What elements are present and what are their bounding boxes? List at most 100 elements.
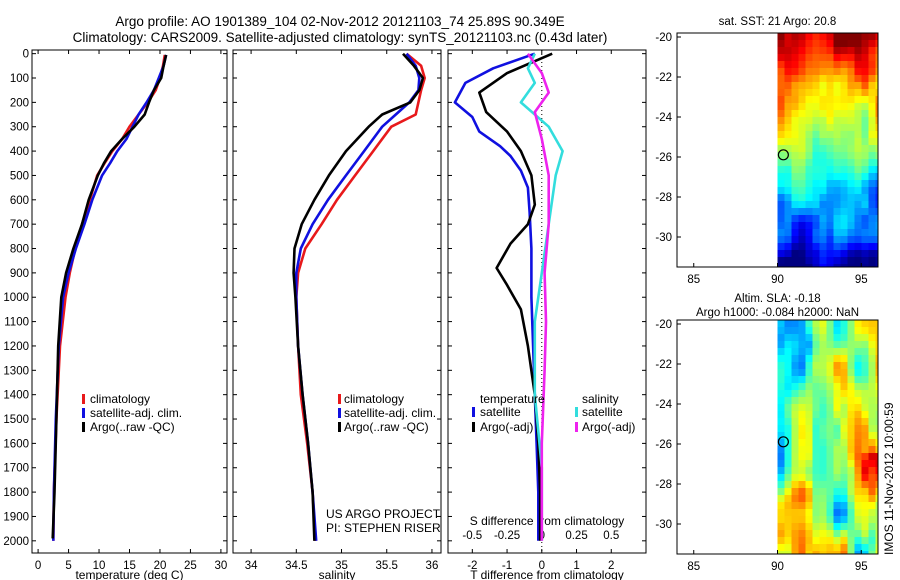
map-cell <box>826 208 834 216</box>
map-cell <box>847 152 855 160</box>
map-cell <box>798 446 806 454</box>
map-cell <box>777 110 785 118</box>
map-ytick-label: -28 <box>655 479 672 491</box>
map-cell <box>847 117 855 125</box>
map-cell <box>791 460 799 468</box>
map-cell <box>847 334 855 342</box>
map-cell <box>868 523 876 531</box>
map-xtick-label: 85 <box>687 561 700 573</box>
map-cell <box>875 180 879 188</box>
map-cell <box>840 467 848 475</box>
map-cell <box>868 362 876 370</box>
map-cell <box>833 54 841 62</box>
map-cell <box>833 495 841 503</box>
map-cell <box>847 194 855 202</box>
map-cell <box>854 509 862 517</box>
map-cell <box>868 481 876 489</box>
map-cell <box>798 495 806 503</box>
map-cell <box>875 502 879 510</box>
map-cell <box>798 152 806 160</box>
map-cell <box>791 208 799 216</box>
map-cell <box>798 61 806 69</box>
map-cell <box>784 502 792 510</box>
map-cell <box>777 229 785 237</box>
map-cell <box>819 474 827 482</box>
map-cell <box>854 474 862 482</box>
map-cell <box>861 138 869 146</box>
map-cell <box>861 110 869 118</box>
map-cell <box>812 250 820 258</box>
map-cell <box>784 544 792 552</box>
depth-tick-label: 300 <box>10 122 29 134</box>
map-cell <box>840 453 848 461</box>
map-cell <box>798 47 806 55</box>
map-cell <box>791 551 799 555</box>
map-cell <box>819 355 827 363</box>
x-tick-label: 1 <box>573 560 579 572</box>
map-cell <box>777 509 785 517</box>
map-cell <box>791 390 799 398</box>
map-cell <box>833 537 841 545</box>
map-cell <box>826 509 834 517</box>
map-cell <box>791 89 799 97</box>
map-cell <box>791 47 799 55</box>
map-cell <box>833 131 841 139</box>
map-cell <box>840 481 848 489</box>
map-cell <box>854 117 862 125</box>
map-cell <box>791 103 799 111</box>
map-cell <box>875 495 879 503</box>
map-cell <box>791 446 799 454</box>
map-cell <box>875 96 879 104</box>
map-cell <box>805 243 813 251</box>
map-cell <box>861 432 869 440</box>
map-cell <box>791 397 799 405</box>
map-cell <box>777 467 785 475</box>
map-cell <box>791 474 799 482</box>
map-title: sat. SST: 21 Argo: 20.8 <box>719 16 837 28</box>
map-cell <box>812 334 820 342</box>
map-cell <box>847 180 855 188</box>
map-cell <box>840 523 848 531</box>
map-cell <box>805 222 813 230</box>
map-cell <box>777 152 785 160</box>
map-cell <box>798 418 806 426</box>
map-cell <box>812 187 820 195</box>
map-cell <box>833 61 841 69</box>
map-cell <box>854 460 862 468</box>
map-cell <box>861 369 869 377</box>
map-cell <box>784 376 792 384</box>
map-cell <box>791 152 799 160</box>
map-cell <box>840 327 848 335</box>
map-cell <box>861 327 869 335</box>
map-cell <box>833 152 841 160</box>
map-cell <box>819 243 827 251</box>
map-cell <box>812 222 820 230</box>
map-cell <box>784 453 792 461</box>
map-cell <box>868 131 876 139</box>
map-cell <box>833 530 841 538</box>
series-line <box>519 53 564 541</box>
map-cell <box>798 201 806 209</box>
map-cell <box>819 495 827 503</box>
map-cell <box>875 110 879 118</box>
map-cell <box>875 89 879 97</box>
map-cell <box>819 110 827 118</box>
map-cell <box>847 432 855 440</box>
map-cell <box>805 61 813 69</box>
map-cell <box>868 439 876 447</box>
map-cell <box>847 439 855 447</box>
map-cell <box>819 411 827 419</box>
map-cell <box>819 68 827 76</box>
map-cell <box>798 222 806 230</box>
map-cell <box>861 40 869 48</box>
map-cell <box>875 250 879 258</box>
map-cell <box>812 369 820 377</box>
map-cell <box>798 334 806 342</box>
map-cell <box>805 180 813 188</box>
map-cell <box>798 236 806 244</box>
x-tick-label: 15 <box>123 560 136 572</box>
map-cell <box>854 180 862 188</box>
map-cell <box>805 159 813 167</box>
map-cell <box>868 341 876 349</box>
map-cell <box>791 257 799 265</box>
